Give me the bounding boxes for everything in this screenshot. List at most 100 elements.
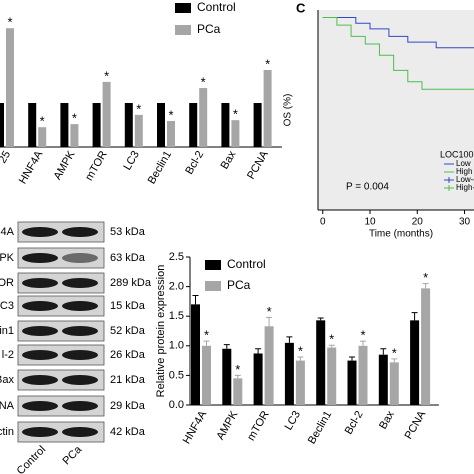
- bar: [264, 326, 274, 405]
- bar: [421, 288, 431, 405]
- error-bar: [411, 312, 418, 321]
- legend-title: LOC100: [440, 149, 474, 159]
- y-tick-label: 2.0: [169, 281, 184, 293]
- blot-size: 29 kDa: [110, 400, 146, 412]
- x-tick-label: mTOR: [245, 409, 272, 443]
- blot-protein: 4A: [1, 226, 15, 238]
- bar: [189, 103, 198, 147]
- error-bar: [286, 336, 293, 343]
- error-bar: [297, 356, 304, 361]
- y-tick-label: 0.0: [169, 399, 184, 411]
- blot-band: [62, 253, 98, 263]
- significance: *: [7, 15, 12, 30]
- panel-letter: C: [296, 0, 306, 15]
- y-tick-label: 1.0: [169, 340, 184, 352]
- error-bar: [266, 316, 273, 327]
- blot-size: 26 kDa: [110, 349, 146, 361]
- bar: [295, 360, 305, 405]
- blot-size: 289 kDa: [110, 277, 152, 289]
- error-bar: [317, 317, 324, 321]
- bar: [202, 345, 211, 405]
- y-tick-label: 0.5: [169, 369, 184, 381]
- blot-strip: [17, 320, 105, 342]
- error-bar: [328, 344, 335, 348]
- blot-size: 63 kDa: [110, 252, 146, 264]
- bar: [358, 345, 368, 405]
- x-tick-label: HNF4A: [181, 408, 210, 446]
- x-tick-label: LC3: [283, 409, 303, 432]
- x-tick-label: 30: [459, 217, 471, 228]
- blot-band: [62, 278, 98, 288]
- bar: [221, 103, 230, 147]
- x-tick-label: 0: [320, 217, 326, 228]
- x-tick-label: Bcl-2: [343, 409, 366, 437]
- legend-swatch: [444, 177, 454, 183]
- blot-size: 15 kDa: [110, 300, 146, 312]
- x-axis-label: Time (months): [369, 229, 433, 240]
- error-bar: [349, 356, 355, 361]
- x-tick-label: HNF4A: [17, 148, 46, 186]
- x-tick-label: 10: [364, 217, 376, 228]
- bar: [347, 360, 357, 405]
- legend-swatch: [175, 25, 191, 35]
- bar: [38, 127, 47, 147]
- blot-protein: PK: [0, 252, 15, 264]
- blot-band: [62, 375, 98, 385]
- blot-band: [62, 350, 98, 360]
- blot-band: [62, 326, 98, 336]
- y-tick-label: 2.5: [169, 251, 184, 263]
- blot-size: 42 kDa: [110, 426, 146, 438]
- blot-band: [22, 227, 58, 237]
- bar: [134, 114, 143, 147]
- significance: *: [40, 114, 45, 129]
- error-bar: [255, 348, 262, 354]
- bar: [92, 103, 101, 147]
- blot-strip: [17, 344, 105, 366]
- legend-label: PCa: [197, 22, 221, 36]
- blot-band: [22, 301, 58, 311]
- error-bar: [203, 340, 210, 346]
- blot-band: [22, 253, 58, 263]
- survival-line: [322, 17, 474, 49]
- blot-protein: Bax: [0, 374, 14, 386]
- bar: [157, 103, 165, 147]
- bar: [70, 124, 79, 147]
- blot-protein: lin1: [0, 325, 14, 337]
- bar: [231, 120, 240, 147]
- significance: *: [329, 332, 334, 347]
- error-bar: [360, 340, 366, 346]
- x-tick-label: Bax: [377, 409, 397, 432]
- bar: [378, 354, 388, 405]
- legend-label: Control: [197, 0, 236, 14]
- blot-size: 53 kDa: [110, 226, 146, 238]
- x-tick-label: PCNA: [245, 148, 271, 181]
- bar: [222, 348, 232, 405]
- x-tick-label: 25: [0, 149, 13, 166]
- x-tick-label: Bcl-2: [183, 149, 206, 177]
- x-tick-label: PCNA: [403, 408, 429, 441]
- error-bar: [234, 374, 241, 379]
- blot-protein: LC3: [0, 300, 14, 312]
- significance: *: [233, 107, 238, 122]
- blot-band: [62, 427, 98, 437]
- significance: *: [201, 74, 206, 89]
- blot-band: [62, 401, 98, 411]
- blot-band: [22, 326, 58, 336]
- x-tick-label: AMPK: [52, 148, 78, 182]
- legend-label: High: [456, 167, 472, 176]
- x-tick-label: Beclin1: [146, 149, 174, 186]
- significance: *: [298, 343, 303, 358]
- bar: [124, 103, 133, 147]
- significance: *: [136, 101, 141, 116]
- blot-protein: l-2: [2, 349, 14, 361]
- bar: [199, 88, 208, 147]
- bar: [6, 28, 14, 148]
- bar: [233, 378, 243, 405]
- blot-protein: OR: [0, 277, 14, 289]
- blot-band: [22, 375, 58, 385]
- error-bar: [223, 344, 230, 349]
- blot-size: 52 kDa: [110, 325, 146, 337]
- significance: *: [235, 362, 240, 377]
- y-axis-label: Relative protein expression: [155, 265, 167, 398]
